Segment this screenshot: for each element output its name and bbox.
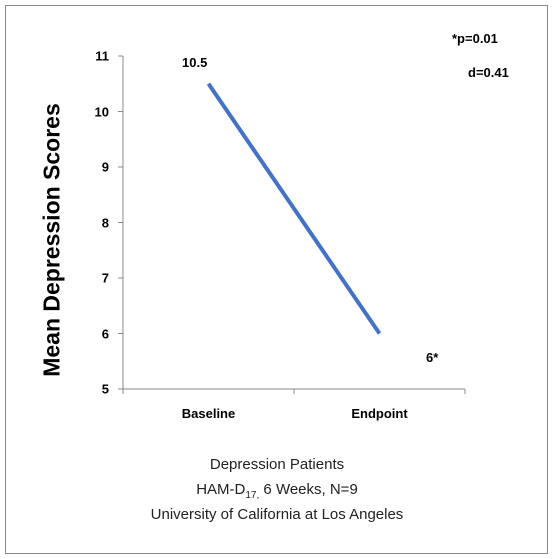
caption-scale-subscript: 17, (245, 490, 260, 501)
y-tick-label: 5 (101, 381, 109, 397)
data-label-endpoint: 6* (426, 350, 439, 365)
caption-scale: HAM-D (196, 481, 246, 498)
x-tick-label-baseline: Baseline (181, 406, 236, 421)
p-value-annotation: *p=0.01 (452, 31, 498, 46)
caption-line-1: Depression Patients (209, 456, 345, 473)
y-tick-label: 10 (94, 104, 109, 119)
x-tick-label-endpoint: Endpoint (351, 406, 408, 421)
effect-size-annotation: d=0.41 (468, 65, 509, 80)
caption-duration: 6 Weeks, N=9 (259, 481, 358, 498)
y-tick-label: 9 (101, 159, 109, 175)
y-tick-label: 8 (101, 215, 109, 230)
caption-line-3: University of California at Los Angeles (150, 506, 404, 523)
y-axis-label: Mean Depression Scores (38, 103, 65, 377)
series-line (206, 82, 382, 335)
y-tick-label: 11 (95, 48, 109, 64)
data-label-baseline: 10.5 (182, 55, 208, 70)
y-tick-label: 7 (101, 270, 109, 286)
y-tick-label: 6 (101, 326, 109, 341)
caption-line-2: HAM-D17, 6 Weeks, N=9 (0, 481, 554, 501)
chart-frame (5, 5, 548, 554)
